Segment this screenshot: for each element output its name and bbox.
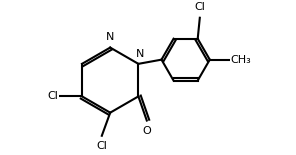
Text: N: N (136, 49, 145, 59)
Text: Cl: Cl (47, 91, 58, 101)
Text: O: O (142, 126, 151, 136)
Text: N: N (106, 32, 114, 42)
Text: CH₃: CH₃ (231, 55, 252, 65)
Text: Cl: Cl (96, 141, 107, 151)
Text: Cl: Cl (194, 2, 205, 13)
